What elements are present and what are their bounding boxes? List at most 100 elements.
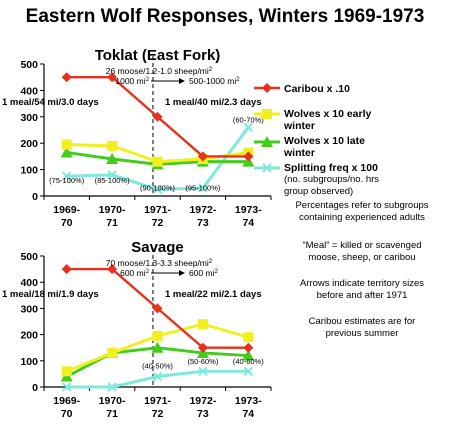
point-splitting [152, 371, 163, 382]
x-tick-label: 74 [242, 217, 254, 229]
x-tick-label: 72 [152, 217, 164, 229]
x-tick-label: 71 [106, 217, 118, 229]
point-wolves_early [197, 319, 208, 330]
legend-wolves-early-line2: winter [284, 120, 315, 132]
point-splitting [107, 170, 117, 180]
y-tick-label: 200 [20, 138, 38, 150]
x-tick-label: 73 [197, 408, 209, 420]
note-meal: “Meal” = killed or scavenged moose, shee… [276, 240, 448, 263]
note-caribou-line2: previous summer [325, 327, 399, 339]
point-caribou [107, 264, 118, 275]
legend-swatch-caribou [254, 83, 280, 93]
territory-after-toklat: 500-1000 mi2 [189, 76, 240, 86]
x-tick-label: 70 [61, 408, 73, 420]
point-splitting [107, 382, 117, 392]
point-caribou [61, 264, 72, 275]
note-caribou-line1: Caribou estimates are for [308, 316, 416, 327]
point-caribou [107, 72, 118, 83]
legend-wolves-early-line1: Wolves x 10 early [284, 108, 372, 120]
x-tick-label: 1972- [189, 395, 216, 407]
x-tick-label: 1973- [235, 395, 262, 407]
density-text-toklat: 26 moose/1.2-1.0 sheep/mi2 [106, 66, 213, 76]
x-tick-label: 72 [152, 408, 164, 420]
panel-title-toklat: Toklat (East Fork) [95, 47, 221, 64]
note-caribou: Caribou estimates are for previous summe… [276, 316, 448, 339]
point-splitting [152, 184, 163, 195]
x-tick-label: 70 [61, 217, 73, 229]
x-tick-label: 1969- [53, 395, 80, 407]
territory-after-savage: 600 mi2 [189, 268, 219, 278]
legend-splitting-label: Splitting freq x 100 [284, 162, 378, 174]
x-tick-label: 1972- [189, 204, 216, 216]
point-wolves_late [60, 146, 73, 158]
x-tick-label: 1973- [235, 204, 262, 216]
point-wolves_late [151, 341, 164, 353]
legend-wolves-late-line1: Wolves x 10 late [284, 135, 365, 147]
point-wolves_early [152, 156, 163, 167]
y-tick-label: 500 [20, 59, 38, 71]
point-wolves_early [61, 366, 72, 377]
y-tick-label: 500 [20, 251, 38, 263]
point-splitting [61, 382, 72, 392]
percentage-label: (50-60%) [187, 357, 218, 366]
point-wolves_early [107, 347, 118, 358]
y-tick-label: 0 [32, 191, 38, 203]
meal-before-toklat: 1 meal/54 mi/3.0 days [2, 97, 99, 108]
y-tick-label: 400 [20, 85, 38, 97]
legend-swatch-wolves-early [254, 109, 280, 119]
x-tick-label: 1970- [99, 204, 126, 216]
series-line-splitting [66, 369, 249, 389]
territory-arrowhead-toklat [178, 78, 185, 84]
point-caribou [197, 342, 208, 353]
x-tick-label: 73 [197, 217, 209, 229]
legend-splitting-sub2: group observed) [284, 186, 354, 197]
percentage-label: (95-100%) [185, 184, 221, 193]
point-caribou [61, 72, 72, 83]
point-caribou [243, 151, 254, 162]
note-meal-line2: moose, sheep, or caribou [308, 251, 416, 263]
percentage-label: (40-60%) [233, 357, 264, 366]
y-tick-label: 100 [20, 165, 38, 177]
legend-wolves-late-line2: winter [284, 147, 315, 159]
x-tick-label: 1969- [53, 204, 80, 216]
legend-wolves-late: Wolves x 10 late winter [284, 135, 365, 159]
point-wolves_early [61, 139, 72, 150]
legend-splitting: Splitting freq x 100 (no. subgroups/no. … [284, 162, 379, 198]
density-text-savage: 70 moose/1.3-3.3 sheep/mi2 [106, 258, 213, 268]
percentage-label: (60-70%) [233, 115, 264, 124]
territory-before-toklat: 1000 mi2 [115, 76, 149, 86]
note-arrows: Arrows indicate territory sizes before a… [276, 278, 448, 301]
note-meal-line1: “Meal” = killed or scavenged [302, 240, 422, 251]
point-splitting [243, 122, 254, 133]
note-percentages-line1: Percentages refer to subgroups [295, 200, 429, 211]
point-wolves_early [107, 140, 118, 151]
point-caribou [152, 303, 163, 314]
legend-splitting-sub1: (no. subgroups/no. hrs [284, 174, 380, 185]
x-tick-label: 71 [106, 408, 118, 420]
point-caribou [197, 151, 208, 162]
x-tick-label: 74 [242, 408, 254, 420]
legend-swatch-splitting [254, 163, 280, 173]
y-tick-label: 100 [20, 356, 38, 368]
point-splitting [198, 183, 208, 193]
point-splitting [198, 366, 208, 376]
legend-caribou: Caribou x .10 [284, 83, 350, 95]
point-wolves_late [106, 153, 119, 165]
panel-title-savage: Savage [131, 239, 184, 256]
legend-wolves-early: Wolves x 10 early winter [284, 108, 371, 132]
percentage-label: (85-100%) [95, 176, 131, 185]
point-caribou [243, 342, 254, 353]
y-tick-label: 400 [20, 277, 38, 289]
point-wolves_late [242, 349, 255, 361]
note-percentages-line2: containing experienced adults [299, 211, 425, 223]
meal-before-savage: 1 meal/18 mi/1.9 days [2, 289, 99, 300]
territory-arrowhead-savage [178, 270, 185, 276]
point-wolves_early [152, 330, 163, 341]
y-tick-label: 300 [20, 303, 38, 315]
percentage-label: (40-50%) [142, 362, 173, 371]
x-tick-label: 1971- [144, 395, 171, 407]
point-wolves_early [243, 332, 254, 343]
page-title: Eastern Wolf Responses, Winters 1969-197… [25, 6, 425, 27]
point-splitting [61, 171, 72, 181]
y-tick-label: 200 [20, 330, 38, 342]
